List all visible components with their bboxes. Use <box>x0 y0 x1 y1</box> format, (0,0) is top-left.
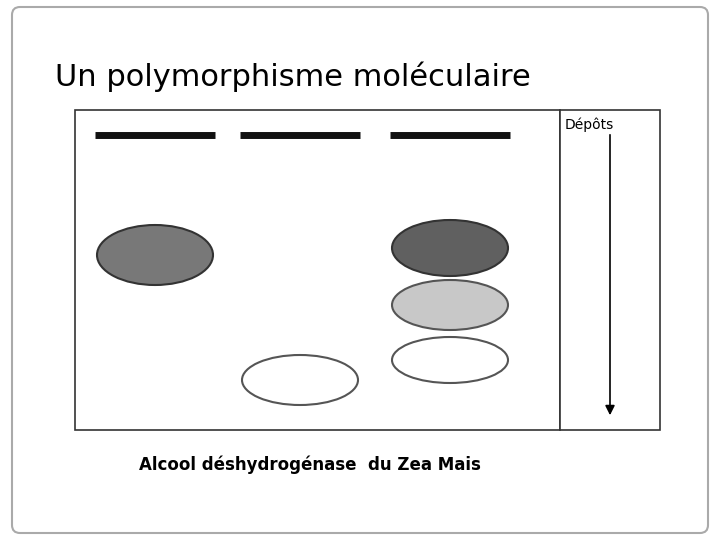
Bar <box>75 110 560 430</box>
Text: Un polymorphisme moléculaire: Un polymorphisme moléculaire <box>55 62 531 92</box>
Ellipse shape <box>392 337 508 383</box>
Ellipse shape <box>392 280 508 330</box>
Ellipse shape <box>392 220 508 276</box>
Ellipse shape <box>242 355 358 405</box>
Ellipse shape <box>97 225 213 285</box>
Bar <box>560 110 660 430</box>
FancyBboxPatch shape <box>12 7 708 533</box>
Text: Dépôts: Dépôts <box>565 118 614 132</box>
Text: Alcool déshydrogénase  du Zea Mais: Alcool déshydrogénase du Zea Mais <box>139 455 481 474</box>
